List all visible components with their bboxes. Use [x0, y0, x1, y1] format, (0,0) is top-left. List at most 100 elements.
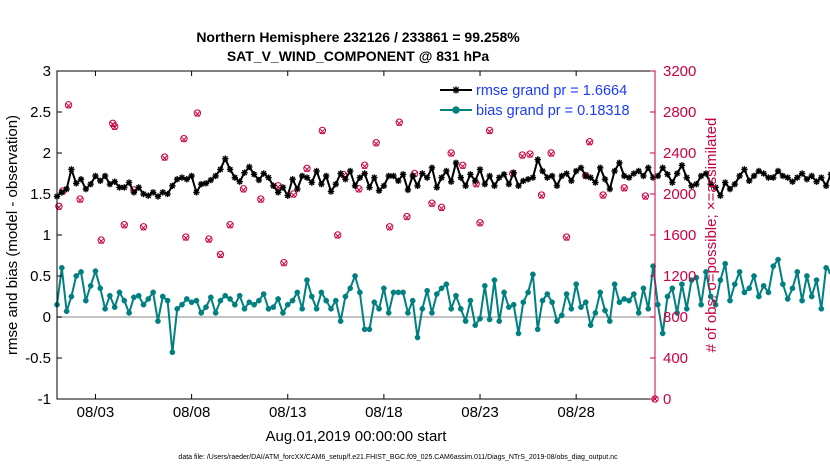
bias-point	[227, 296, 233, 302]
obs-possible-point	[110, 122, 119, 131]
rmse-point	[515, 182, 522, 189]
rmse-point-d2	[294, 186, 301, 192]
rmse-point-d2	[155, 193, 161, 200]
rmse-point-d2	[419, 170, 426, 177]
rmse-point-d2	[381, 183, 387, 189]
rmse-point-d2	[462, 183, 469, 189]
rmse-point-d2	[530, 174, 536, 181]
rmse-point	[356, 174, 364, 181]
rmse-point-d2	[270, 183, 277, 189]
obs-possible-point	[216, 250, 225, 259]
obs-x-stroke-2	[642, 194, 649, 200]
bias-point	[655, 301, 661, 308]
rmse-point	[702, 170, 710, 177]
rmse-point-d2	[693, 181, 700, 187]
rmse-point-d2	[337, 170, 344, 177]
bias-point	[578, 304, 584, 311]
rmse-point	[351, 182, 359, 189]
obs-assimilated-point	[386, 225, 393, 231]
rmse-point	[159, 189, 166, 196]
obs-possible-point	[526, 150, 534, 158]
rmse-point-d2	[256, 177, 262, 183]
obs-possible-point	[180, 134, 188, 143]
rmse-point	[529, 174, 537, 181]
bias-point	[299, 305, 306, 312]
obs-x-stroke-2	[486, 128, 493, 135]
rmse-point-d2	[664, 171, 671, 178]
bias-point	[284, 301, 291, 308]
obs-assimilated-point	[396, 120, 403, 127]
rmse-point-d2	[597, 164, 603, 171]
obs-x-stroke-2	[356, 187, 362, 193]
rmse-point	[640, 172, 647, 180]
rmse-point-d2	[669, 179, 676, 186]
obs-possible-point	[585, 138, 594, 146]
obs-possible-point	[385, 223, 394, 231]
bias-point	[304, 277, 310, 283]
rmse-point	[327, 188, 335, 195]
x-tick-label: 08/28	[557, 404, 595, 421]
data-file-footer: data file: /Users/raeder/DAI/ATM_forcXX/…	[178, 454, 618, 461]
rmse-point-d2	[265, 174, 272, 181]
rmse-point-d2	[655, 173, 661, 179]
rmse-point-d2	[174, 176, 180, 183]
rmse-point	[284, 192, 291, 199]
rmse-point	[231, 174, 239, 181]
rmse-point	[375, 187, 383, 194]
rmse-point-d2	[563, 170, 570, 177]
rmse-point	[332, 180, 340, 188]
rmse-point-d2	[558, 173, 565, 179]
rmse-point	[563, 170, 570, 177]
obs-possible-point	[182, 233, 190, 241]
bias-point	[169, 349, 176, 356]
rmse-point-d2	[486, 173, 493, 179]
bias-point	[679, 281, 685, 288]
obs-assimilated-point	[161, 155, 168, 161]
rmse-point	[481, 180, 489, 188]
rmse-point	[611, 167, 618, 175]
rmse-point-d2	[414, 183, 421, 189]
obs-x-stroke-2	[527, 152, 533, 158]
right-y-tick-label: 800	[663, 309, 688, 326]
bias-point	[433, 291, 440, 297]
rmse-point-d2	[308, 179, 315, 186]
rmse-point	[625, 174, 633, 181]
rmse-point-d2	[736, 173, 743, 179]
bias-point	[467, 297, 474, 304]
rmse-point-d2	[251, 171, 257, 178]
rmse-point	[697, 172, 705, 180]
rmse-point-d2	[746, 178, 753, 184]
bias-point	[390, 289, 397, 296]
rmse-point	[596, 164, 604, 171]
bias-point	[82, 297, 89, 304]
rmse-point-d2	[217, 166, 224, 173]
bias-point	[116, 289, 123, 296]
obs-x-stroke-2	[334, 233, 341, 239]
obs-possible-point	[160, 153, 169, 161]
bias-point	[318, 289, 325, 296]
rmse-point-d2	[804, 176, 810, 183]
obs-assimilated-point	[373, 141, 379, 147]
bias-point	[217, 297, 224, 304]
rmse-point-d2	[323, 173, 329, 179]
rmse-point	[433, 184, 440, 191]
legend-bias-label: bias grand pr = 0.18318	[476, 103, 630, 119]
rmse-point	[683, 174, 690, 181]
bias-point	[381, 285, 387, 292]
obs-assimilated-point	[527, 152, 533, 158]
obs-assimilated-point	[642, 194, 649, 200]
rmse-point	[568, 177, 575, 185]
rmse-point	[399, 171, 407, 178]
rmse-point-d2	[145, 192, 152, 199]
rmse-point-d2	[97, 178, 104, 184]
rmse-point-d2	[751, 173, 757, 179]
rmse-point	[491, 182, 498, 189]
obs-assimilated-point	[194, 111, 201, 117]
obs-assimilated-point	[519, 153, 526, 159]
bias-point	[443, 281, 450, 288]
rmse-point-d2	[621, 173, 628, 179]
bias-point	[251, 301, 257, 308]
rmse-point	[371, 174, 378, 181]
rmse-point	[294, 185, 301, 193]
rmse-point-d2	[741, 166, 748, 173]
